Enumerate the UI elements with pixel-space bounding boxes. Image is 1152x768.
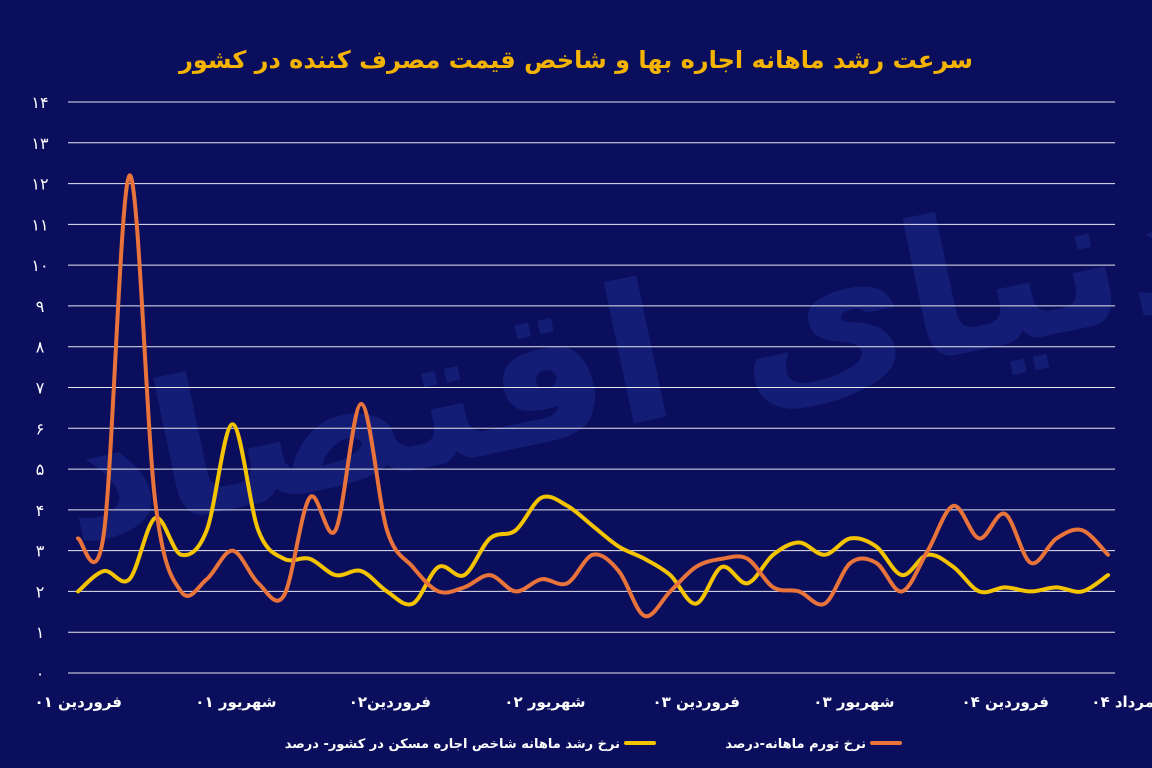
y-tick-label: ۸ [36, 338, 45, 357]
x-axis-ticks: فروردین ۰۱ شهریور ۰۱ فروردین۰۲ شهریور ۰۲ فرو… [35, 693, 1152, 711]
series-line-0 [76, 422, 1110, 607]
chart-title: سرعت رشد ماهانه اجاره بها و شاخص قیمت مص… [178, 46, 973, 74]
x-tick-label: فروردین ۰۴ [962, 693, 1049, 711]
series-lines [76, 173, 1110, 619]
y-tick-label: ۴ [36, 501, 45, 520]
y-tick-label: ۱۰ [31, 256, 48, 275]
legend-label: نرخ تورم ماهانه-درصد [725, 737, 866, 752]
y-tick-label: ۱۱ [31, 215, 48, 234]
x-tick-label: شهریور ۰۲ [504, 693, 585, 711]
y-tick-label: ۱۳ [31, 134, 49, 153]
y-tick-label: ۲ [36, 582, 45, 601]
x-tick-label: فروردین ۰۱ [35, 693, 122, 711]
legend-item: نرخ تورم ماهانه-درصد [725, 737, 902, 752]
y-tick-label: ۶ [36, 419, 45, 438]
watermark: دنیای اقتصاد [36, 125, 1152, 587]
legend-item: نرخ رشد ماهانه شاخص اجاره مسکن در کشور- … [285, 737, 656, 752]
y-tick-label: ۹ [36, 297, 45, 316]
series-line-1 [76, 173, 1110, 619]
grid-lines [68, 101, 1115, 674]
y-tick-label: ۱۲ [31, 175, 48, 194]
y-tick-label: ۰ [36, 664, 45, 683]
legend-label: نرخ رشد ماهانه شاخص اجاره مسکن در کشور- … [285, 737, 620, 752]
y-tick-label: ۱۴ [31, 93, 48, 112]
y-tick-label: ۷ [36, 379, 45, 398]
x-tick-label: فروردین۰۲ [349, 693, 431, 711]
x-tick-label: فروردین ۰۳ [653, 693, 740, 711]
y-tick-label: ۱ [36, 623, 45, 642]
legend: نرخ تورم ماهانه-درصد نرخ رشد ماهانه شاخص … [285, 737, 902, 752]
x-tick-label: مرداد ۰۴ [1091, 693, 1152, 711]
x-tick-label: شهریور ۰۱ [195, 693, 276, 711]
y-tick-label: ۵ [36, 460, 45, 479]
y-tick-label: ۳ [36, 542, 45, 561]
x-tick-label: شهریور ۰۳ [813, 693, 894, 711]
